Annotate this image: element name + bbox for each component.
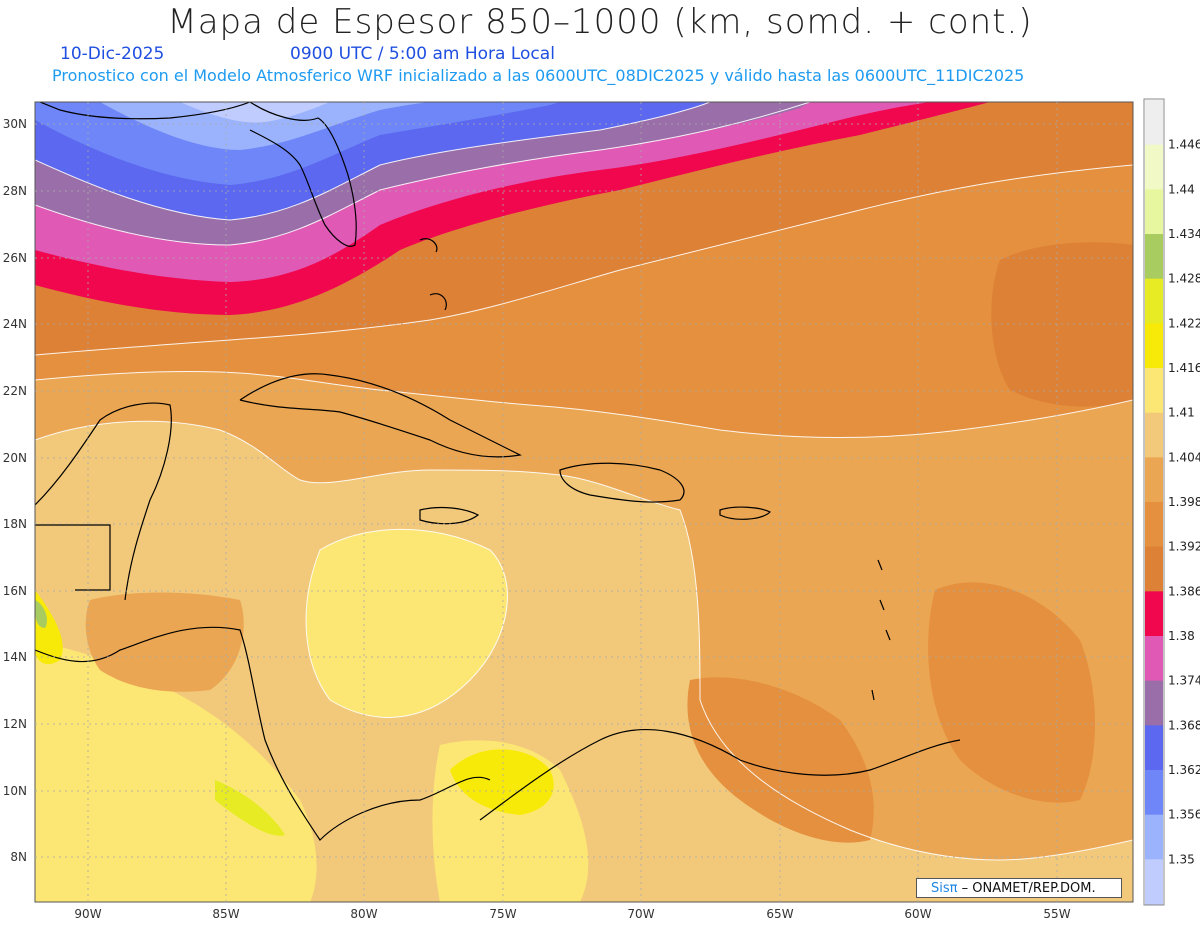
gridlines [35, 102, 1133, 902]
colorbar-swatch [1145, 814, 1163, 860]
colorbar-label: 1.368 [1168, 718, 1200, 732]
map-area [35, 102, 1133, 902]
credit-box: Sisπ – ONAMET/REP.DOM. [916, 878, 1122, 898]
band-1434 [35, 600, 47, 628]
colorbar-swatch [1145, 457, 1163, 503]
lon-labels: 90W 85W 80W 75W 70W 65W 60W 55W [74, 907, 1070, 921]
band-1404-west [85, 592, 244, 692]
colorbar-label: 1.35 [1168, 852, 1195, 866]
colorbar-swatch [1145, 502, 1163, 548]
lon-label: 55W [1043, 907, 1070, 921]
colorbar-label: 1.446 [1168, 138, 1200, 152]
band-1416-west [35, 640, 317, 902]
colorbar-label: 1.362 [1168, 763, 1200, 777]
forecast-date: 10-Dic-2025 [60, 44, 165, 64]
lon-label: 70W [627, 907, 654, 921]
colorbar-swatch [1145, 636, 1163, 682]
colorbar-label: 1.404 [1168, 450, 1200, 464]
lon-label: 90W [74, 907, 101, 921]
colorbar-swatch [1145, 725, 1163, 771]
band-1428 [215, 780, 285, 836]
colorbar-label: 1.416 [1168, 361, 1200, 375]
colorbar-swatch [1145, 234, 1163, 280]
colorbar-swatch [1145, 859, 1163, 905]
colorbar-swatch [1145, 546, 1163, 592]
lat-label: 24N [3, 317, 27, 331]
map-title: Mapa de Espesor 850–1000 (km, somd. + co… [167, 2, 1033, 42]
colorbar-swatch [1145, 680, 1163, 726]
band-1422 [450, 749, 554, 815]
colorbar-swatches [1145, 100, 1163, 905]
forecast-subtitle: Pronostico con el Modelo Atmosferico WRF… [52, 66, 1025, 85]
colorbar-swatch [1145, 591, 1163, 637]
forecast-time: 0900 UTC / 5:00 am Hora Local [290, 44, 555, 64]
colorbar: 1.446 1.44 1.434 1.428 1.422 1.416 1.41 1.404 1.… [1143, 98, 1200, 906]
colorbar-label: 1.434 [1168, 227, 1200, 241]
colorbar-labels: 1.446 1.44 1.434 1.428 1.422 1.416 1.41 1.404 1.… [1168, 138, 1200, 867]
lat-labels: 30N 28N 26N 24N 22N 20N 18N 16N 14N 12N … [3, 117, 27, 864]
colorbar-label: 1.356 [1168, 808, 1200, 822]
lon-label: 85W [212, 907, 239, 921]
lat-label: 10N [3, 784, 27, 798]
lat-label: 30N [3, 117, 27, 131]
colorbar-label: 1.386 [1168, 584, 1200, 598]
colorbar-label: 1.374 [1168, 674, 1200, 688]
colorbar-swatch [1145, 412, 1163, 458]
lat-label: 26N [3, 251, 27, 265]
colorbar-label: 1.38 [1168, 629, 1195, 643]
colorbar-label: 1.398 [1168, 495, 1200, 509]
colorbar-swatch [1145, 368, 1163, 414]
colorbar-swatch [1145, 770, 1163, 816]
lon-label: 60W [904, 907, 931, 921]
lat-label: 28N [3, 184, 27, 198]
colorbar-label: 1.41 [1168, 406, 1195, 420]
colorbar-swatch [1145, 323, 1163, 369]
lon-label: 65W [766, 907, 793, 921]
colorbar-label: 1.428 [1168, 272, 1200, 286]
band-1398-se [687, 677, 874, 843]
coastlines [35, 102, 961, 841]
lat-label: 14N [3, 650, 27, 664]
lon-label: 80W [350, 907, 377, 921]
lon-label: 75W [489, 907, 516, 921]
band-1398-e [928, 582, 1095, 803]
colorbar-label: 1.44 [1168, 182, 1195, 196]
credit-org: – ONAMET/REP.DOM. [961, 881, 1096, 896]
colorbar-swatch [1145, 278, 1163, 324]
colorbar-label: 1.422 [1168, 316, 1200, 330]
lat-label: 12N [3, 717, 27, 731]
lat-label: 16N [3, 584, 27, 598]
colorbar-swatch [1145, 100, 1163, 146]
colorbar-label: 1.392 [1168, 540, 1200, 554]
colorbar-swatch [1145, 144, 1163, 190]
lat-label: 20N [3, 451, 27, 465]
lat-label: 22N [3, 384, 27, 398]
band-1416 [306, 529, 508, 718]
lat-label: 18N [3, 517, 27, 531]
colorbar-swatch [1145, 189, 1163, 235]
lat-label: 8N [10, 850, 27, 864]
band-1350 [180, 102, 330, 123]
band-1356 [100, 102, 430, 150]
brand-logo-text: Sisπ [931, 881, 958, 896]
